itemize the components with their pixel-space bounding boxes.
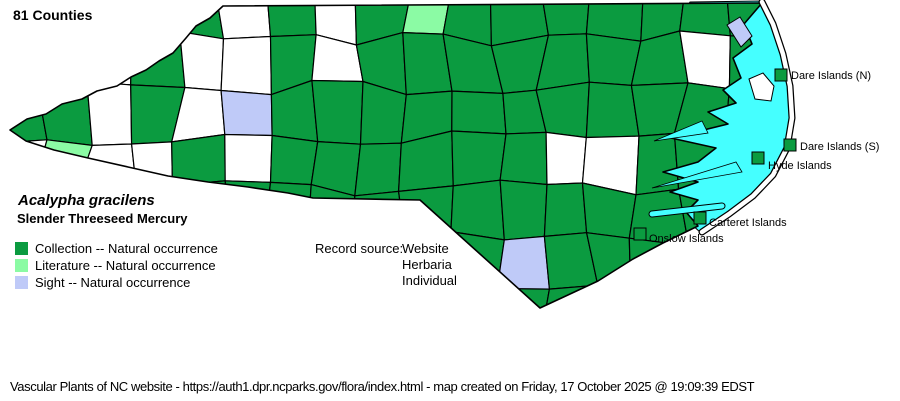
currituck-sight-county [726,16,753,48]
island-marker-hyde [751,151,765,165]
record-source-value: Individual [402,273,457,288]
county-shape [772,181,820,240]
county-shape [177,285,231,308]
county-shape [129,3,181,35]
record-source-value: Website [402,241,449,256]
county-shape [78,285,132,308]
county-shape [354,284,413,308]
county-shape [442,288,499,308]
county-shape [261,288,323,308]
county-shape [130,31,186,89]
county-shape [451,130,507,187]
county-shape [179,31,225,92]
legend-row-literature: Literature -- Natural occurrence [15,257,218,274]
island-marker-dare-n [774,68,788,82]
county-shape [306,184,356,246]
county-shape [263,238,310,296]
county-shape [451,90,507,135]
island-label-carteret: Carteret Islands [709,217,787,229]
island-label-dare-n: Dare Islands (N) [791,70,872,82]
species-scientific-name: Acalypha gracilens [18,192,155,209]
county-shape [629,285,684,308]
county-shape [496,235,551,290]
county-shape [213,287,265,308]
collection-swatch [15,242,28,255]
sight-swatch [15,276,28,289]
island-label-hyde: Hyde Islands [768,160,832,172]
legend-label: Collection -- Natural occurrence [35,241,218,256]
county-shape [450,179,505,241]
island-marker-dare-s [783,138,797,152]
county-shape [719,236,762,292]
county-shape [354,142,402,197]
county-shape [774,239,820,293]
county-shape [545,131,587,186]
county-shape [539,3,591,36]
county-shape [411,291,458,308]
county-shape [679,30,731,90]
county-shape [719,279,762,308]
legend-label: Sight -- Natural occurrence [35,275,191,290]
county-shape [308,284,362,308]
county-shape [679,3,731,37]
county-shape [311,79,364,145]
county-shape [269,134,319,186]
literature-swatch [15,259,28,272]
county-shape [220,35,272,96]
record-source-value: Herbaria [402,257,452,272]
island-label-onslow: Onslow Islands [649,233,724,245]
county-shape [499,131,548,186]
county-shape [10,40,45,88]
island-marker-onslow [633,227,647,241]
pamlico-river-estuary [653,120,709,142]
county-shape [168,3,225,40]
record-source-values: Website Herbaria Individual [402,241,457,289]
county-shape [124,285,180,308]
bogue-sound-water [649,203,725,217]
county-shape [36,40,88,88]
county-shape [131,141,173,195]
county-shape [86,81,133,146]
county-shape [398,185,454,243]
county-shape [499,179,548,241]
legend-label: Literature -- Natural occurrence [35,258,216,273]
county-shape [772,0,826,38]
county-shape [675,236,738,290]
county-shape [585,81,640,139]
legend: Collection -- Natural occurrence Literat… [15,240,218,291]
dare-mainland-county [748,72,775,102]
county-shape [83,33,132,86]
island-label-dare-s: Dare Islands (S) [800,141,880,153]
island-marker-carteret [693,211,707,225]
legend-row-collection: Collection -- Natural occurrence [15,240,218,257]
county-count-title: 81 Counties [13,7,93,23]
county-shape [220,89,273,137]
county-shape [224,133,273,183]
footer-attribution: Vascular Plants of NC website - https://… [10,379,755,394]
legend-row-sight: Sight -- Natural occurrence [15,274,218,291]
record-source-label: Record source: [315,241,404,256]
county-shape [774,291,818,344]
state-outline [9,2,763,309]
county-shape [229,230,265,290]
outer-banks [699,0,795,235]
county-shape [675,279,737,308]
county-shape [263,181,312,246]
county-shape [543,182,588,237]
county-shape [171,180,231,236]
neuse-river-estuary [651,161,743,189]
county-shape [587,284,632,308]
county-shape [635,132,680,196]
species-common-name: Slender Threeseed Mercury [17,211,188,226]
county-shape [496,288,551,308]
